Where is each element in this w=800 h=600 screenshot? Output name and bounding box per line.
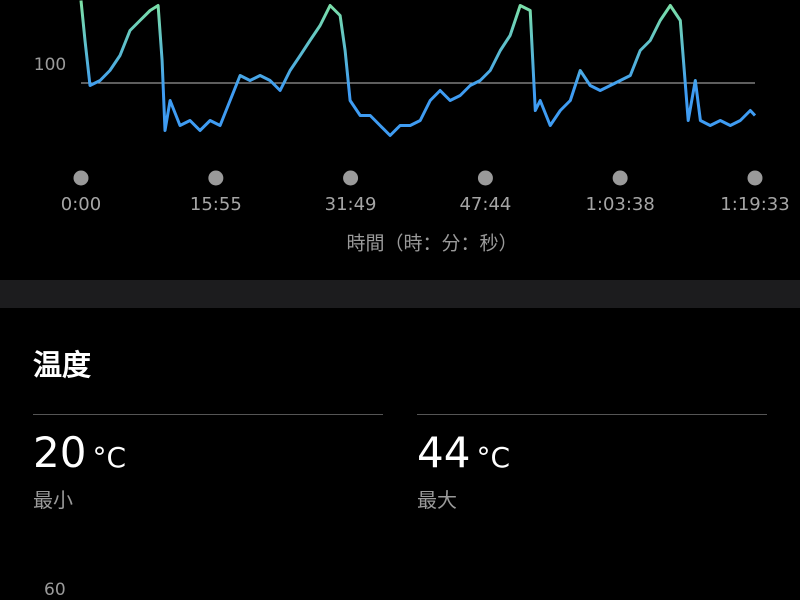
x-tick-dot: [208, 170, 224, 186]
x-tick-label: 31:49: [325, 194, 377, 215]
unit: °C: [92, 441, 127, 474]
x-tick-dot: [343, 170, 359, 186]
stat-label: 最大: [417, 488, 457, 512]
stat-value: 44 °C: [417, 429, 767, 482]
unit: °C: [476, 441, 511, 474]
x-tick-label: 47:44: [459, 194, 511, 215]
value: 20: [33, 428, 87, 477]
y-tick-label: 60: [44, 580, 66, 600]
x-tick-dot: [612, 170, 628, 186]
x-tick-label: 15:55: [190, 194, 242, 215]
x-tick-dot: [477, 170, 493, 186]
stat-max: 44 °C 最大: [417, 414, 767, 513]
x-tick-label: 1:19:33: [720, 194, 789, 215]
x-tick-label: 1:03:38: [585, 194, 654, 215]
stat-label: 最小: [33, 488, 73, 512]
x-tick-dot: [747, 170, 763, 186]
section-title: 温度: [33, 348, 92, 382]
heart-rate-line: [79, 0, 757, 137]
y-tick-label: 100: [34, 55, 66, 75]
heart-rate-chart: 時間（時：分：秒） 100 0:00 15:55 31:49 47:44 1:03:38 1…: [34, 0, 790, 255]
x-tick-dot: [73, 170, 89, 186]
x-axis-title: 時間（時：分：秒）: [346, 233, 517, 255]
value: 44: [417, 428, 471, 477]
separator: [0, 280, 800, 308]
stat-min: 20 °C 最小: [33, 414, 383, 513]
x-tick-label: 0:00: [61, 194, 101, 215]
stat-value: 20 °C: [33, 429, 383, 482]
